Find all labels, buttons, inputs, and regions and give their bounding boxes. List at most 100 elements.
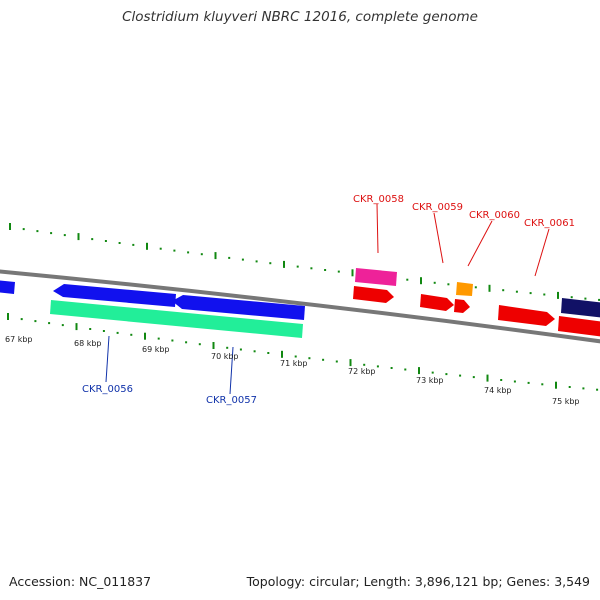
- outer-track-minor-tick: [570, 296, 573, 299]
- inner-track-minor-tick: [431, 371, 434, 374]
- scale-label-68kbp: 68 kbp: [74, 339, 102, 348]
- inner-track-major-tick: [418, 367, 420, 375]
- inner-track-minor-tick: [253, 350, 256, 353]
- inner-track-minor-tick: [376, 365, 379, 368]
- gene-blue-left[interactable]: [0, 280, 15, 294]
- inner-track-minor-tick: [116, 331, 119, 334]
- outer-track-minor-tick: [529, 292, 532, 295]
- outer-track-minor-tick: [584, 297, 587, 300]
- scale-label-72kbp: 72 kbp: [348, 367, 376, 376]
- inner-track-major-tick: [75, 323, 78, 331]
- outer-track-minor-tick: [36, 230, 39, 233]
- inner-track-minor-tick: [459, 374, 462, 377]
- gene-ckr-0057[interactable]: [172, 295, 305, 320]
- inner-track-major-tick: [212, 342, 215, 349]
- inner-track-minor-tick: [500, 379, 503, 381]
- gene-ckr-0056-green[interactable]: [50, 300, 303, 338]
- outer-track-minor-tick: [296, 265, 299, 268]
- outer-track-major-tick: [146, 242, 148, 250]
- outer-track-major-tick: [214, 252, 217, 260]
- scale-label-70kbp: 70 kbp: [211, 352, 239, 361]
- gene-ckr-0061[interactable]: [498, 305, 555, 326]
- inner-track-minor-tick: [472, 376, 475, 379]
- inner-track-minor-tick: [130, 333, 133, 336]
- outer-track-minor-tick: [241, 258, 244, 261]
- inner-track-minor-tick: [34, 320, 37, 323]
- inner-track-minor-tick: [226, 346, 229, 349]
- gene-ckr-0060[interactable]: [456, 282, 473, 296]
- outer-track-minor-tick: [200, 253, 203, 256]
- outer-track-minor-tick: [22, 228, 25, 231]
- inner-track-minor-tick: [322, 358, 325, 361]
- gene-navy-right[interactable]: [561, 298, 600, 318]
- inner-track-major-tick: [349, 359, 352, 367]
- inner-track-major-tick: [281, 350, 283, 358]
- gene-ckr-0058-pink[interactable]: [355, 268, 397, 286]
- gene-ckr-0056[interactable]: [53, 284, 176, 307]
- inner-track-major-tick: [486, 374, 489, 382]
- gene-label-ckr-0060[interactable]: CKR_0060: [469, 210, 520, 221]
- outer-track-minor-tick: [502, 289, 505, 292]
- gene-label-ckr-0059[interactable]: CKR_0059: [412, 202, 463, 213]
- outer-track-major-tick: [351, 269, 354, 277]
- inner-track-minor-tick: [582, 387, 585, 390]
- inner-tick-track: [7, 313, 599, 391]
- gene-ckr-0059b[interactable]: [454, 299, 470, 313]
- scale-label-67kbp: 67 kbp: [5, 335, 33, 344]
- gene-label-ckr-0057[interactable]: CKR_0057: [206, 395, 257, 406]
- gene-label-ckr-0058[interactable]: CKR_0058: [353, 194, 404, 205]
- gene-callouts: [105, 203, 550, 395]
- outer-track-minor-tick: [269, 262, 272, 265]
- genome-backbone: [0, 269, 600, 344]
- outer-track-minor-tick: [228, 256, 231, 259]
- outer-track-major-tick: [77, 233, 80, 241]
- outer-track-minor-tick: [324, 269, 327, 271]
- inner-track-minor-tick: [102, 330, 105, 332]
- outer-track-major-tick: [9, 223, 11, 230]
- scale-label-73kbp: 73 kbp: [416, 376, 444, 385]
- outer-track-minor-tick: [515, 290, 518, 293]
- inner-track-minor-tick: [335, 360, 338, 363]
- gene-ckr-0058[interactable]: [353, 286, 394, 303]
- inner-track-minor-tick: [185, 341, 188, 344]
- inner-track-minor-tick: [48, 322, 51, 325]
- outer-track-minor-tick: [310, 267, 313, 270]
- gene-label-ckr-0061[interactable]: CKR_0061: [524, 218, 575, 229]
- outer-track-minor-tick: [187, 251, 190, 254]
- inner-track-minor-tick: [527, 381, 530, 384]
- inner-track-major-tick: [7, 313, 9, 320]
- genome-summary-text: Topology: circular; Length: 3,896,121 bp…: [246, 574, 590, 589]
- inner-track-major-tick: [144, 332, 146, 340]
- inner-track-minor-tick: [568, 386, 571, 388]
- outer-track-major-tick: [488, 284, 491, 292]
- outer-track-minor-tick: [173, 249, 176, 252]
- outer-track-minor-tick: [337, 270, 340, 273]
- inner-track-minor-tick: [445, 373, 448, 376]
- outer-track-minor-tick: [255, 260, 258, 263]
- scale-label-69kbp: 69 kbp: [142, 345, 170, 354]
- genome-map: CKR_0058 CKR_0059 CKR_0060 CKR_0061 CKR_…: [0, 194, 600, 406]
- scale-label-74kbp: 74 kbp: [484, 386, 512, 395]
- inner-track-minor-tick: [157, 337, 160, 340]
- inner-track-minor-tick: [89, 328, 92, 330]
- outer-track-major-tick: [420, 277, 422, 285]
- inner-track-minor-tick: [363, 363, 366, 366]
- outer-track-minor-tick: [118, 242, 121, 244]
- inner-track-minor-tick: [404, 368, 407, 371]
- gene-red-right[interactable]: [558, 316, 600, 337]
- outer-track-minor-tick: [474, 286, 477, 289]
- inner-track-minor-tick: [20, 318, 23, 321]
- outer-track-minor-tick: [50, 232, 53, 235]
- gene-label-ckr-0056[interactable]: CKR_0056: [82, 384, 133, 395]
- outer-track-minor-tick: [598, 298, 600, 301]
- scale-label-75kbp: 75 kbp: [552, 397, 580, 406]
- inner-track-minor-tick: [308, 357, 311, 360]
- inner-track-minor-tick: [171, 339, 174, 342]
- inner-track-minor-tick: [541, 383, 544, 386]
- gene-ckr-0059[interactable]: [420, 294, 454, 311]
- outer-track-minor-tick: [159, 247, 162, 250]
- inner-track-minor-tick: [198, 343, 201, 346]
- inner-track-minor-tick: [239, 348, 242, 351]
- outer-track-minor-tick: [91, 238, 94, 241]
